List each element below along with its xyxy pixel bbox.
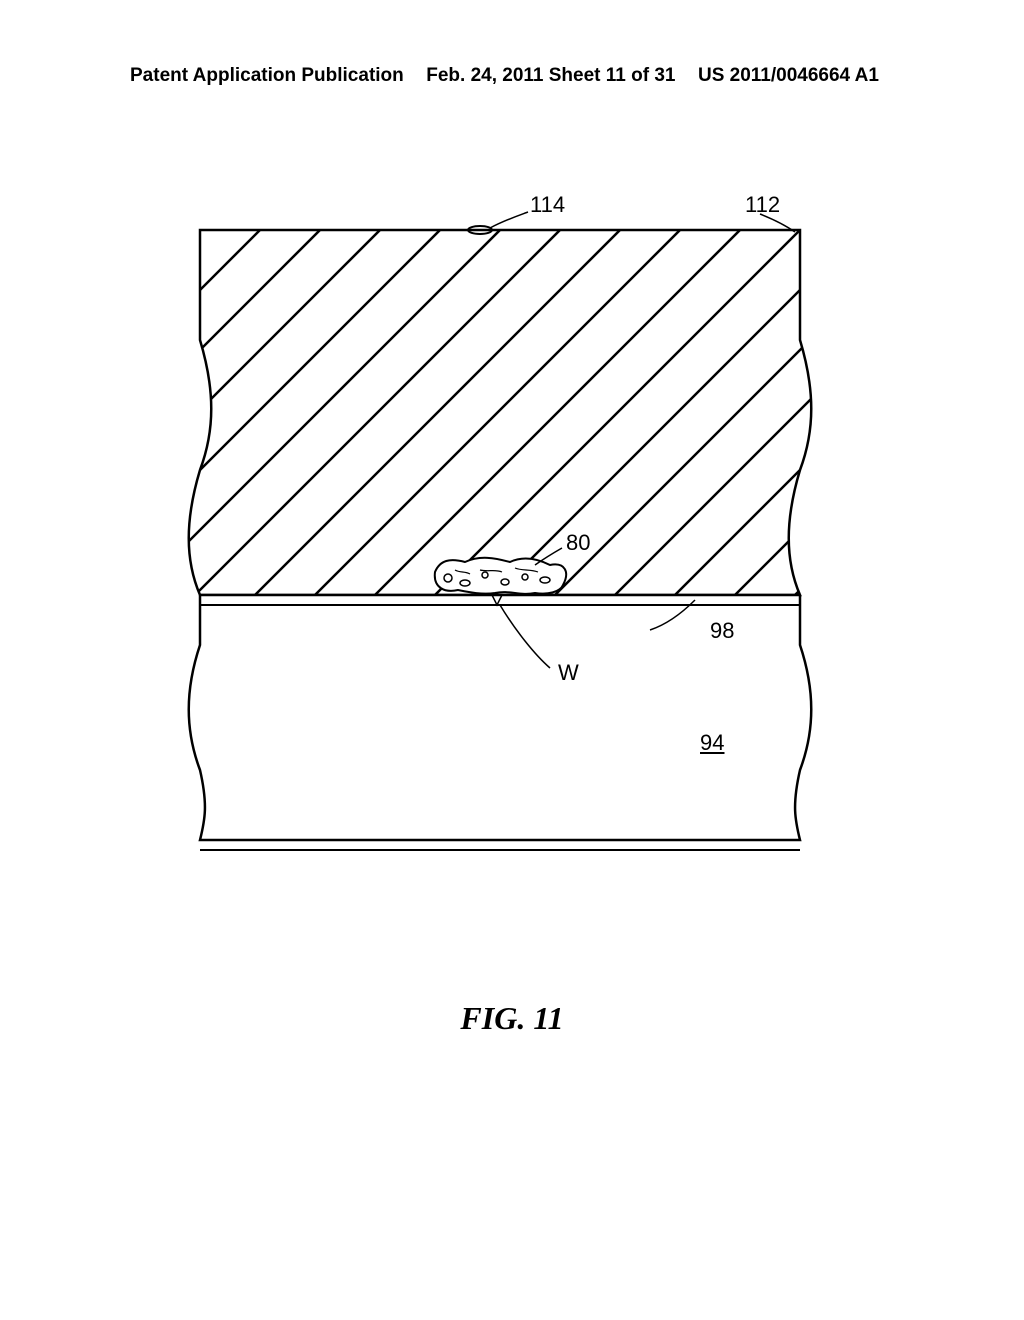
ref-80: 80 (566, 530, 590, 556)
figure-caption: FIG. 11 (0, 1000, 1024, 1037)
ref-112: 112 (745, 192, 780, 218)
page-header: Patent Application Publication Feb. 24, … (0, 65, 1024, 87)
figure-svg (170, 200, 830, 880)
header-left: Patent Application Publication (130, 65, 404, 87)
ref-114: 114 (530, 192, 565, 218)
porous-element (435, 558, 566, 594)
header-center: Feb. 24, 2011 Sheet 11 of 31 (426, 65, 675, 87)
ref-98: 98 (710, 618, 734, 644)
patent-figure: 114 112 80 98 W 94 (170, 200, 830, 880)
ref-94: 94 (700, 730, 724, 756)
ref-W: W (558, 660, 579, 686)
header-right: US 2011/0046664 A1 (698, 65, 879, 87)
